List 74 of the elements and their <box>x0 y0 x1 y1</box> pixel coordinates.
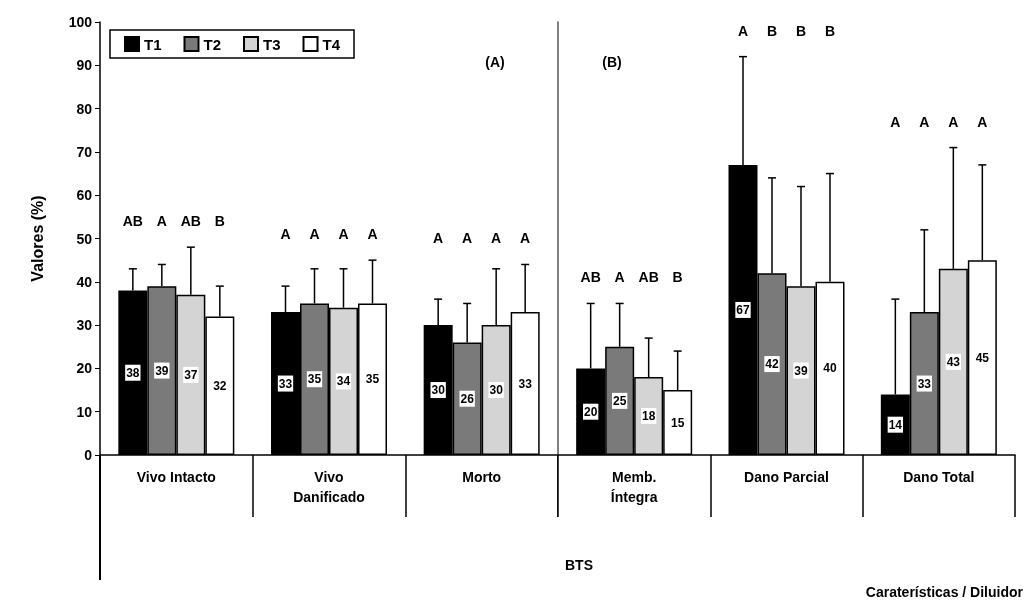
annotation: A <box>890 113 901 130</box>
data-label: 25 <box>612 393 627 408</box>
annotation: B <box>214 213 225 230</box>
annotation: AB <box>638 269 659 286</box>
data-label: 30 <box>489 383 504 398</box>
annotation: AB <box>122 213 143 230</box>
data-label: 15 <box>670 415 685 430</box>
y-tick-label: 40 <box>76 273 93 290</box>
data-label: 26 <box>460 391 475 406</box>
data-label: 38 <box>126 365 140 380</box>
data-label: 33 <box>518 376 533 391</box>
data-label: 33 <box>278 376 293 391</box>
data-label: 40 <box>823 361 837 376</box>
y-tick-label: 70 <box>76 143 93 160</box>
y-tick-label: 20 <box>76 360 93 377</box>
annotation: B <box>766 22 778 39</box>
annotation: B <box>795 22 807 39</box>
annotation: A <box>491 230 502 247</box>
annotation: A <box>309 226 320 243</box>
y-tick-label: 50 <box>76 230 93 247</box>
annotation: A <box>367 226 378 243</box>
annotation: AB <box>180 213 201 230</box>
data-label: 14 <box>888 417 903 432</box>
y-tick-label: 60 <box>76 187 93 204</box>
data-label: 32 <box>213 378 227 393</box>
data-label: 20 <box>583 404 598 419</box>
annotation: A <box>280 226 291 243</box>
annotation: AB <box>580 269 601 286</box>
legend-label: T3 <box>263 35 281 53</box>
annotation: A <box>462 230 473 247</box>
text: Caraterísticas / Diluidor <box>865 584 1024 600</box>
annotation: B <box>824 22 836 39</box>
data-label: 35 <box>365 372 380 387</box>
data-label: 35 <box>307 372 322 387</box>
data-label: 34 <box>336 374 351 389</box>
x-tick-label: Dano Parcial <box>744 469 829 485</box>
data-label: 45 <box>975 350 990 365</box>
annotation: (A) <box>485 54 505 70</box>
annotation: A <box>737 22 749 39</box>
data-label: 30 <box>431 383 446 398</box>
legend-label: T2 <box>203 35 222 53</box>
x-tick-label: Dano Total <box>903 469 975 485</box>
annotation: A <box>520 230 531 247</box>
data-label: 43 <box>946 354 961 369</box>
data-label: 18 <box>641 409 656 424</box>
data-label: 37 <box>184 367 198 382</box>
annotation: B <box>672 269 683 286</box>
x-tick-label: Vivo Intacto <box>136 469 216 485</box>
y-tick-label: 0 <box>84 447 93 463</box>
annotation: A <box>156 213 167 230</box>
data-label: 67 <box>736 302 750 317</box>
annotation: A <box>919 113 930 130</box>
data-label: 33 <box>917 376 932 391</box>
y-axis-title: Valores (%) <box>28 195 46 282</box>
annotation: A <box>977 113 988 130</box>
legend-label: T4 <box>322 35 341 53</box>
legend-label: T1 <box>144 35 162 53</box>
y-tick-label: 80 <box>76 100 93 117</box>
y-tick-label: 100 <box>68 14 93 30</box>
data-label: 39 <box>794 363 808 378</box>
x-tick-label: Vivo Danificado <box>293 469 365 505</box>
x-tick-label: Morto <box>462 469 502 485</box>
y-tick-label: 90 <box>76 57 93 74</box>
annotation: A <box>433 230 444 247</box>
x-tick-label: Memb. Íntegra <box>610 469 658 505</box>
y-tick-label: 30 <box>76 317 93 334</box>
y-tick-label: 10 <box>76 403 93 420</box>
data-label: 42 <box>765 357 779 372</box>
text: BTS <box>565 557 593 573</box>
annotation: A <box>948 113 959 130</box>
annotation: A <box>614 269 625 286</box>
annotation: (B) <box>602 54 622 70</box>
annotation: A <box>338 226 349 243</box>
data-label: 39 <box>155 363 169 378</box>
